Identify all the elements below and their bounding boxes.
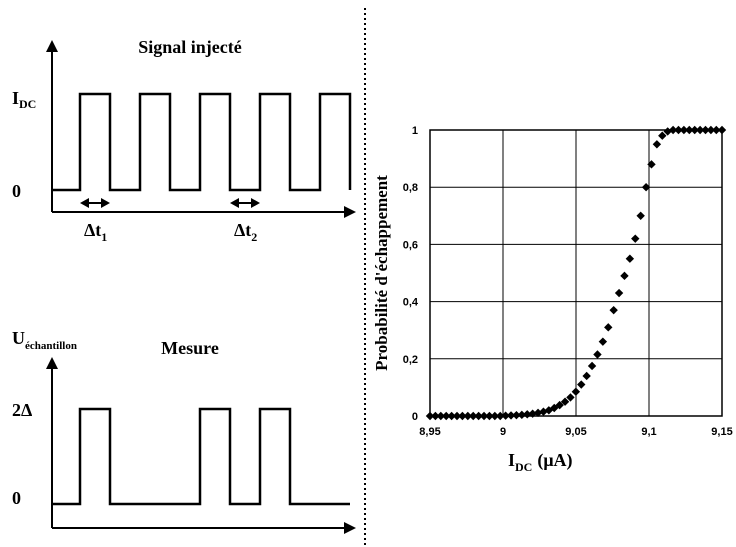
injected-signal-zero-label: 0 bbox=[12, 181, 21, 201]
y-tick-label: 0,2 bbox=[403, 354, 418, 366]
dt1-arrow bbox=[80, 198, 110, 208]
data-point bbox=[587, 361, 597, 371]
injected-signal-title: Signal injecté bbox=[138, 37, 242, 57]
data-point bbox=[479, 411, 489, 421]
injected-signal-waveform bbox=[52, 92, 352, 192]
x-axis-label: IDC (μA) bbox=[508, 450, 573, 474]
data-point bbox=[647, 160, 656, 169]
data-point bbox=[431, 411, 440, 421]
plot-frame bbox=[429, 129, 723, 417]
x-tick-label: 9,05 bbox=[565, 426, 586, 438]
data-point bbox=[517, 410, 527, 420]
data-point bbox=[463, 411, 473, 421]
measurement-title: Mesure bbox=[161, 338, 219, 358]
data-point bbox=[442, 411, 451, 421]
injected-signal-y-arrowhead bbox=[46, 40, 58, 52]
data-point bbox=[523, 410, 532, 419]
data-point bbox=[593, 350, 602, 359]
data-point bbox=[447, 411, 456, 421]
data-point bbox=[690, 125, 699, 135]
x-tick-label: 9,15 bbox=[711, 426, 732, 438]
data-point bbox=[631, 234, 640, 243]
data-point bbox=[679, 125, 689, 135]
data-point bbox=[533, 408, 543, 418]
data-point bbox=[636, 211, 645, 220]
data-point bbox=[582, 371, 591, 381]
y-tick-label: 0,6 bbox=[403, 239, 418, 251]
x-tick-labels: 8,95 9 9,05 9,1 9,15 bbox=[419, 426, 732, 438]
data-point bbox=[717, 125, 727, 135]
data-point bbox=[674, 125, 683, 135]
data-point bbox=[496, 411, 505, 421]
data-point bbox=[501, 411, 510, 420]
data-point bbox=[625, 254, 635, 263]
injected-signal-x-arrowhead bbox=[344, 206, 356, 218]
data-point bbox=[485, 411, 494, 421]
data-point bbox=[436, 411, 446, 421]
data-point bbox=[598, 337, 608, 346]
data-points bbox=[425, 125, 727, 421]
measurement-zero-label: 0 bbox=[12, 488, 21, 508]
y-tick-label: 0,4 bbox=[403, 297, 419, 309]
data-point bbox=[641, 183, 651, 192]
data-point bbox=[706, 125, 716, 135]
data-point bbox=[490, 411, 500, 421]
dt2-label: Δt2 bbox=[234, 220, 257, 244]
data-point bbox=[550, 403, 559, 413]
x-tick-label: 9 bbox=[500, 426, 506, 438]
y-tick-label: 0 bbox=[412, 411, 418, 423]
data-point bbox=[555, 400, 564, 410]
data-point bbox=[566, 393, 575, 402]
injected-signal-diagram: Signal injecté IDC 0 Δt1 Δt2 bbox=[12, 37, 356, 244]
dt1-label: Δt1 bbox=[84, 220, 107, 244]
data-point bbox=[685, 125, 694, 135]
data-point bbox=[469, 411, 478, 421]
data-point bbox=[609, 305, 618, 315]
data-point bbox=[701, 125, 710, 135]
injected-signal-high-label: IDC bbox=[12, 88, 36, 111]
y-tick-label: 1 bbox=[412, 125, 418, 137]
data-point bbox=[658, 131, 667, 140]
data-point bbox=[571, 387, 581, 396]
measurement-high-label: 2Δ bbox=[12, 400, 32, 420]
data-point bbox=[695, 125, 705, 135]
data-point bbox=[577, 380, 586, 389]
escape-probability-chart: 8,95 9 9,05 9,1 9,15 0 0,2 0,4 0,6 0,8 1 Probabil… bbox=[372, 125, 733, 474]
data-point bbox=[560, 397, 570, 406]
measurement-y-label: Uéchantillon bbox=[12, 328, 77, 352]
data-point bbox=[458, 411, 467, 421]
x-tick-label: 8,95 bbox=[419, 426, 440, 438]
measurement-x-arrowhead bbox=[344, 522, 356, 534]
measurement-diagram: Uéchantillon Mesure 2Δ 0 bbox=[12, 328, 356, 534]
data-point bbox=[528, 409, 537, 418]
data-point bbox=[425, 411, 435, 421]
measurement-y-arrowhead bbox=[46, 357, 58, 369]
data-point bbox=[506, 411, 516, 420]
data-point bbox=[614, 288, 624, 298]
y-tick-labels: 0 0,2 0,4 0,6 0,8 1 bbox=[403, 125, 419, 423]
data-point bbox=[620, 271, 629, 281]
data-point bbox=[668, 125, 678, 135]
x-tick-label: 9,1 bbox=[641, 426, 656, 438]
data-point bbox=[512, 410, 521, 420]
measurement-waveform bbox=[52, 407, 350, 506]
data-point bbox=[652, 140, 662, 149]
y-tick-label: 0,8 bbox=[403, 182, 418, 194]
data-point bbox=[452, 411, 462, 421]
y-axis-label: Probabilité d'échappement bbox=[372, 175, 391, 371]
dt2-arrow bbox=[230, 198, 260, 208]
data-point bbox=[712, 125, 721, 135]
data-point bbox=[604, 323, 613, 332]
data-point bbox=[474, 411, 483, 421]
